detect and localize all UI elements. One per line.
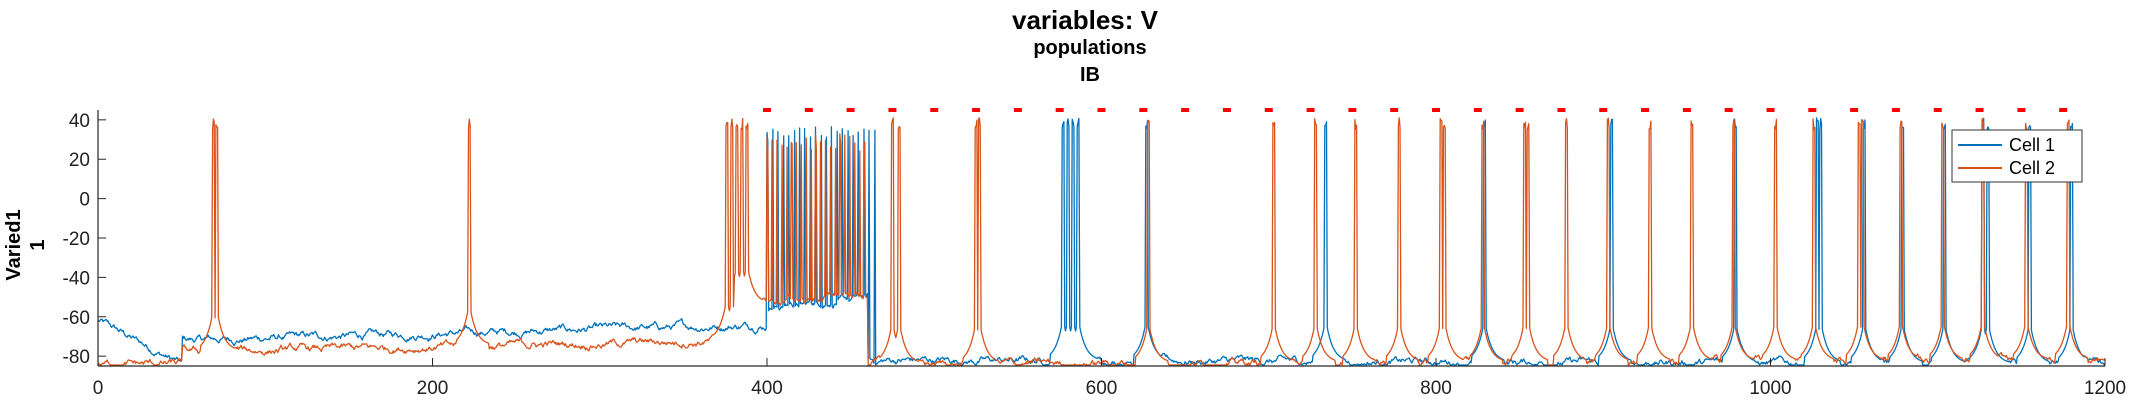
x-tick-label-1000: 1000 xyxy=(1749,378,1791,399)
y-tick-label-40: 40 xyxy=(69,111,90,132)
legend: Cell 1 Cell 2 xyxy=(1951,129,2083,183)
series-line-cell-2 xyxy=(97,117,2106,366)
y-axis-label-line-2: 1 xyxy=(27,239,49,250)
series-layer xyxy=(97,117,2106,366)
y-tick-label--40: -40 xyxy=(63,268,90,289)
chart-subtitle-line-2: IB xyxy=(1080,64,1100,86)
series-line-cell-1 xyxy=(97,117,2106,366)
y-tick-label--80: -80 xyxy=(63,347,90,368)
y-tick-label--60: -60 xyxy=(63,308,90,329)
x-tick-label-1200: 1200 xyxy=(2084,378,2126,399)
legend-label-cell-2: Cell 2 xyxy=(2009,158,2055,178)
x-tick-label-400: 400 xyxy=(751,378,783,399)
y-tick-label-0: 0 xyxy=(79,190,90,211)
legend-box xyxy=(1951,129,2083,183)
chart-title: variables: V xyxy=(1012,5,1159,35)
legend-label-cell-1: Cell 1 xyxy=(2009,135,2055,155)
y-tick-label--20: -20 xyxy=(63,229,90,250)
x-tick-label-200: 200 xyxy=(417,378,449,399)
chart-subtitle-line-1: populations xyxy=(1033,37,1146,59)
axes: 0 200 400 600 800 1000 1200 -80 -60 -40 -20 0 20 40 xyxy=(63,110,2126,399)
x-tick-label-600: 600 xyxy=(1086,378,1118,399)
y-tick-label-20: 20 xyxy=(69,150,90,171)
x-tick-label-800: 800 xyxy=(1420,378,1452,399)
x-tick-label-0: 0 xyxy=(93,378,104,399)
y-axis-label-line-1: Varied1 xyxy=(3,209,25,280)
